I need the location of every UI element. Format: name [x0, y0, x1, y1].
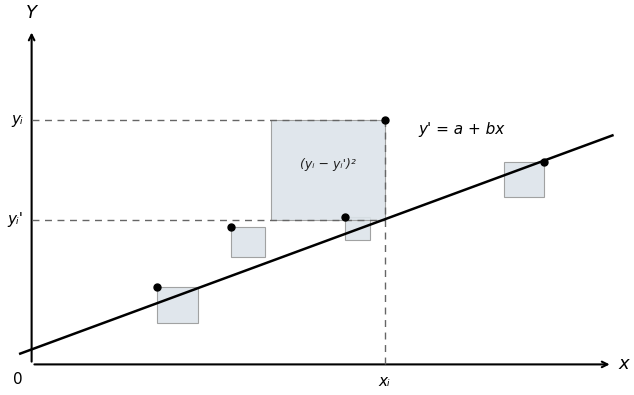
Bar [504, 162, 544, 197]
Text: x: x [618, 356, 629, 373]
Bar [345, 217, 370, 239]
Bar [271, 120, 385, 220]
Bar [157, 287, 198, 323]
Text: yᵢ': yᵢ' [7, 212, 23, 227]
Text: y' = a + bx: y' = a + bx [419, 122, 505, 137]
Text: yᵢ: yᵢ [11, 112, 23, 127]
Text: xᵢ: xᵢ [378, 374, 391, 389]
Text: 0: 0 [13, 372, 23, 387]
Bar [231, 227, 265, 257]
Text: Y: Y [26, 4, 37, 22]
Text: (yᵢ − yᵢ')²: (yᵢ − yᵢ')² [300, 158, 356, 171]
